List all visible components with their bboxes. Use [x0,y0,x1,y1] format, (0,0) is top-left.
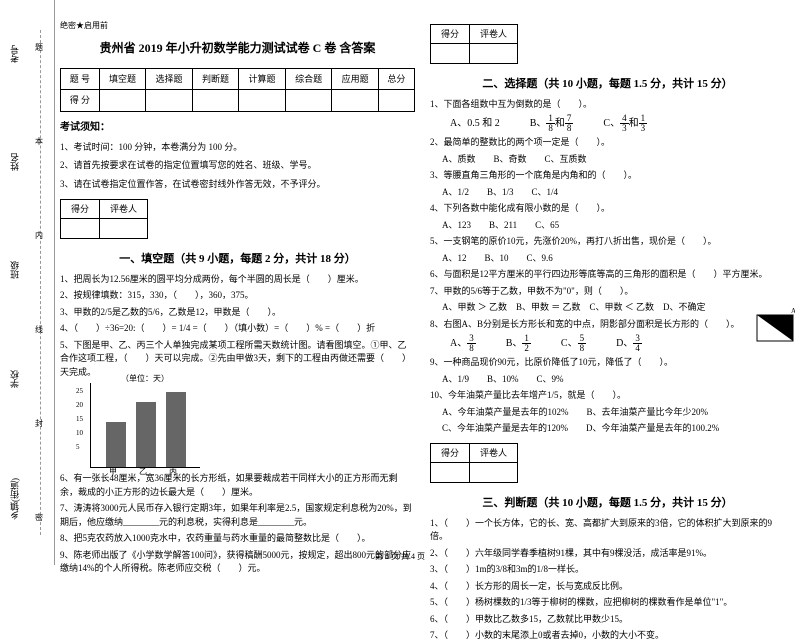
sidebar-label: 姓名 [8,153,21,171]
sidebar-label: 学校 [8,370,21,388]
bar-jia [106,422,126,467]
q1-4: 4、（ ）÷36=20:（ ）= 1/4 =（ ）（填小数）=（ ）% =（ ）… [60,322,415,336]
sidebar-label: 考号 [8,45,21,63]
score-entry-box: 得分评卷人 [430,24,518,64]
page-footer: 第 1 页 共 4 页 [0,551,800,562]
q2-1: 1、下面各组数中互为倒数的是（ ）。 [430,98,785,112]
q3-7: 7、（ ）小数的末尾添上0或者去掉0，小数的大小不变。 [430,629,785,643]
score-entry-box: 得分评卷人 [60,199,148,239]
sidebar-label: 乡镇(街道) [8,478,21,520]
svg-text:A: A [791,307,795,315]
seal-mark: 内 [35,230,43,241]
q3-4: 4、（ ）长方形的周长一定，长与宽成反比例。 [430,580,785,594]
q2-6: 6、与面积是12平方厘米的平行四边形等底等高的三角形的面积是（ ）平方厘米。 [430,268,785,282]
seal-mark: 本 [35,136,43,147]
sidebar-label: 班级 [8,261,21,279]
rectangle-diagram-icon: AB [755,305,795,345]
right-column: 得分评卷人 二、选择题（共 10 小题，每题 1.5 分，共计 15 分） 1、… [430,20,785,555]
q1-1: 1、把周长为12.56厘米的圆平均分成两份，每个半圆的周长是（ ）厘米。 [60,273,415,287]
q3-3: 3、（ ）1m的3/8和3m的1/8一样长。 [430,563,785,577]
section2-title: 二、选择题（共 10 小题，每题 1.5 分，共计 15 分） [430,76,785,94]
q1-5: 5、下图是甲、乙、丙三个人单独完成某项工程所需天数统计图。请看图填空。①甲、乙合… [60,339,415,380]
q2-9: 9、一种商品现价90元，比原价降低了10元，降低了（ ）。 [430,356,785,370]
notice-item: 1、考试时间：100 分钟，本卷满分为 100 分。 [60,140,415,154]
section3-title: 三、判断题（共 10 小题，每题 1.5 分，共计 15 分） [430,495,785,513]
score-entry-box: 得分评卷人 [430,443,518,483]
q2-7: 7、甲数的5/6等于乙数，甲数不为"0"，则（ ）。 [430,285,785,299]
q2-4: 4、下列各数中能化成有限小数的是（ ）。 [430,202,785,216]
q3-6: 6、（ ）甲数比乙数多15，乙数就比甲数少15。 [430,613,785,627]
q1-8: 8、把5克农药放入1000克水中，农药重量与药水重量的最简整数比是（ ）。 [60,532,415,546]
seal-mark: 线 [35,324,43,335]
q3-1: 1、（ ）一个长方体，它的长、宽、高都扩大到原来的3倍，它的体积扩大到原来的9倍… [430,517,785,544]
q2-8-opts: A、38 B、12 C、58 D、34 [450,334,785,353]
bar-yi [136,402,156,467]
q2-10: 10、今年油菜产量比去年增产1/5，就是（ ）。 [430,389,785,403]
q2-3: 3、等腰直角三角形的一个底角是内角和的（ ）。 [430,169,785,183]
seal-mark: 封 [35,418,43,429]
notice-title: 考试须知： [60,120,415,136]
q3-5: 5、（ ）杨树棵数的1/3等于柳树的棵数，应把柳树的棵数看作是单位"1"。 [430,596,785,610]
q1-3: 3、甲数的2/5是乙数的5/6，乙数是12，甲数是（ ）。 [60,306,415,320]
q2-2: 2、最简单的整数比的两个项一定是（ ）。 [430,136,785,150]
binding-sidebar: 考号 姓名 班级 学校 乡镇(街道) 题 本 内 线 封 密 [0,0,55,565]
left-column: 绝密★启用前 贵州省 2019 年小升初数学能力测试试卷 C 卷 含答案 题 号… [60,20,415,555]
bar-bing [166,392,186,467]
q1-2: 2、按规律填数：315，330，（ ），360，375。 [60,289,415,303]
q2-1-opts: A、0.5 和 2 B、18 和 78 C、43 和 13 [450,114,785,133]
q1-7: 7、涛涛将3000元人民币存入银行定期3年，如果年利率是2.5，国家规定利息税为… [60,502,415,529]
exam-title: 贵州省 2019 年小升初数学能力测试试卷 C 卷 含答案 [60,39,415,58]
score-table: 题 号 填空题 选择题 判断题 计算题 综合题 应用题 总分 得 分 [60,68,415,112]
seal-mark: 密 [35,512,43,523]
q2-8: 8、右图A、B分别是长方形长和宽的中点，阴影部分面积是长方形的（ ）。 [430,318,785,332]
notice-item: 3、请在试卷指定位置作答，在试卷密封线外作答无效，不予评分。 [60,177,415,191]
secret-label: 绝密★启用前 [60,20,415,33]
q2-5: 5、一支钢笔的原价10元，先涨价20%，再打八折出售，现价是（ ）。 [430,235,785,249]
notice-item: 2、请首先按要求在试卷的指定位置填写您的姓名、班级、学号。 [60,158,415,172]
section1-title: 一、填空题（共 9 小题，每题 2 分，共计 18 分） [60,251,415,269]
seal-mark: 题 [35,42,43,53]
bar-chart: （单位：天） 25 20 15 10 5 甲 乙 丙 [90,383,200,468]
